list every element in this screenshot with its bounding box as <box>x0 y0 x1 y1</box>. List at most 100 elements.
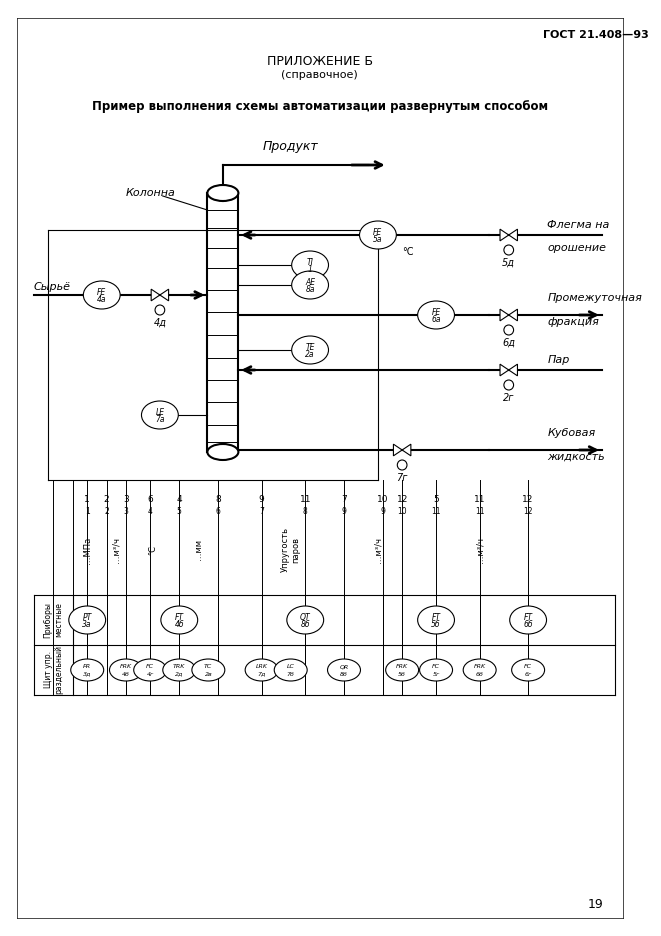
Text: 4б: 4б <box>122 671 130 677</box>
Text: 9: 9 <box>342 507 346 517</box>
Text: FRK: FRK <box>473 665 486 669</box>
Circle shape <box>504 325 514 335</box>
Text: 5б: 5б <box>431 621 441 629</box>
Text: FC: FC <box>146 665 154 669</box>
Ellipse shape <box>134 659 167 681</box>
Text: 5г: 5г <box>432 671 440 677</box>
Ellipse shape <box>83 281 120 309</box>
Text: 4г: 4г <box>147 671 154 677</box>
Polygon shape <box>509 364 518 376</box>
Text: 10: 10 <box>397 507 407 517</box>
Text: …м³/ч: …м³/ч <box>112 537 121 563</box>
Text: 11: 11 <box>474 495 485 505</box>
Text: жидкость: жидкость <box>547 452 605 462</box>
Polygon shape <box>393 445 402 456</box>
Ellipse shape <box>292 336 329 364</box>
Ellipse shape <box>141 401 178 429</box>
Ellipse shape <box>512 659 545 681</box>
Text: FT: FT <box>175 613 184 622</box>
Text: 12: 12 <box>522 495 534 505</box>
Text: 4а: 4а <box>97 296 106 304</box>
Text: 6б: 6б <box>524 621 533 629</box>
Text: …м³/ч: …м³/ч <box>475 537 484 563</box>
Circle shape <box>504 245 514 255</box>
Text: 11: 11 <box>432 507 441 517</box>
Text: Флегма на: Флегма на <box>547 220 610 230</box>
Ellipse shape <box>163 659 196 681</box>
Text: 8б: 8б <box>340 671 348 677</box>
Polygon shape <box>509 309 518 321</box>
Text: 12: 12 <box>397 495 408 505</box>
Text: 4д: 4д <box>153 318 167 328</box>
Text: …м³/ч: …м³/ч <box>373 537 383 563</box>
Text: 1: 1 <box>85 507 90 517</box>
Text: °С: °С <box>149 545 157 555</box>
Circle shape <box>155 305 165 315</box>
Text: 4: 4 <box>148 507 153 517</box>
Text: Продукт: Продукт <box>263 140 319 153</box>
Text: TC: TC <box>204 665 212 669</box>
Text: 6а: 6а <box>432 315 441 325</box>
Text: …мм: …мм <box>194 539 203 561</box>
Text: FE: FE <box>373 227 383 237</box>
Text: 1: 1 <box>85 495 90 505</box>
Text: AE: AE <box>305 278 315 286</box>
Text: Пар: Пар <box>547 355 570 365</box>
Text: 2д: 2д <box>175 671 184 677</box>
Text: LE: LE <box>155 408 165 417</box>
Text: PT: PT <box>83 613 92 622</box>
Text: FE: FE <box>97 287 106 297</box>
Text: ПРИЛОЖЕНИЕ Б: ПРИЛОЖЕНИЕ Б <box>267 55 373 68</box>
Text: 4: 4 <box>176 495 182 505</box>
Ellipse shape <box>287 606 324 634</box>
Ellipse shape <box>292 251 329 279</box>
Text: FRK: FRK <box>120 665 132 669</box>
Ellipse shape <box>161 606 198 634</box>
Ellipse shape <box>510 606 547 634</box>
Ellipse shape <box>418 301 455 329</box>
Polygon shape <box>402 445 411 456</box>
Text: (справочное): (справочное) <box>282 70 358 80</box>
Ellipse shape <box>208 444 239 460</box>
Ellipse shape <box>245 659 278 681</box>
Ellipse shape <box>292 271 329 299</box>
Ellipse shape <box>328 659 360 681</box>
Text: Сырьё: Сырьё <box>34 282 71 292</box>
Text: 6б: 6б <box>476 671 484 677</box>
Text: 7б: 7б <box>287 671 295 677</box>
Text: QR: QR <box>339 665 348 669</box>
Circle shape <box>397 460 407 470</box>
Text: 5: 5 <box>433 495 439 505</box>
Ellipse shape <box>463 659 496 681</box>
Text: FT: FT <box>432 613 441 622</box>
Polygon shape <box>500 364 509 376</box>
Ellipse shape <box>69 606 106 634</box>
Text: 19: 19 <box>588 899 604 912</box>
Text: 9: 9 <box>380 507 385 517</box>
Text: FC: FC <box>524 665 532 669</box>
Text: 5а: 5а <box>373 235 383 244</box>
Text: 7а: 7а <box>155 416 165 424</box>
Polygon shape <box>500 229 509 241</box>
Ellipse shape <box>110 659 143 681</box>
Polygon shape <box>160 289 169 300</box>
Text: орошение: орошение <box>547 243 607 253</box>
Text: фракция: фракция <box>547 317 600 327</box>
Text: 6г: 6г <box>524 671 531 677</box>
Text: 5б: 5б <box>398 671 406 677</box>
Text: 7д: 7д <box>257 671 266 677</box>
Text: Щит упр.
раздельный: Щит упр. раздельный <box>44 646 63 695</box>
Text: 3д: 3д <box>83 671 91 677</box>
Ellipse shape <box>385 659 418 681</box>
Ellipse shape <box>274 659 307 681</box>
Text: 1: 1 <box>307 266 313 274</box>
Ellipse shape <box>418 606 455 634</box>
Text: 8а: 8а <box>305 285 315 295</box>
Text: 3: 3 <box>124 507 128 517</box>
Text: LC: LC <box>287 665 295 669</box>
Polygon shape <box>500 309 509 321</box>
Text: 2в: 2в <box>204 671 212 677</box>
Text: 5д: 5д <box>502 258 515 268</box>
Text: 3: 3 <box>123 495 129 505</box>
Text: FE: FE <box>432 308 441 316</box>
